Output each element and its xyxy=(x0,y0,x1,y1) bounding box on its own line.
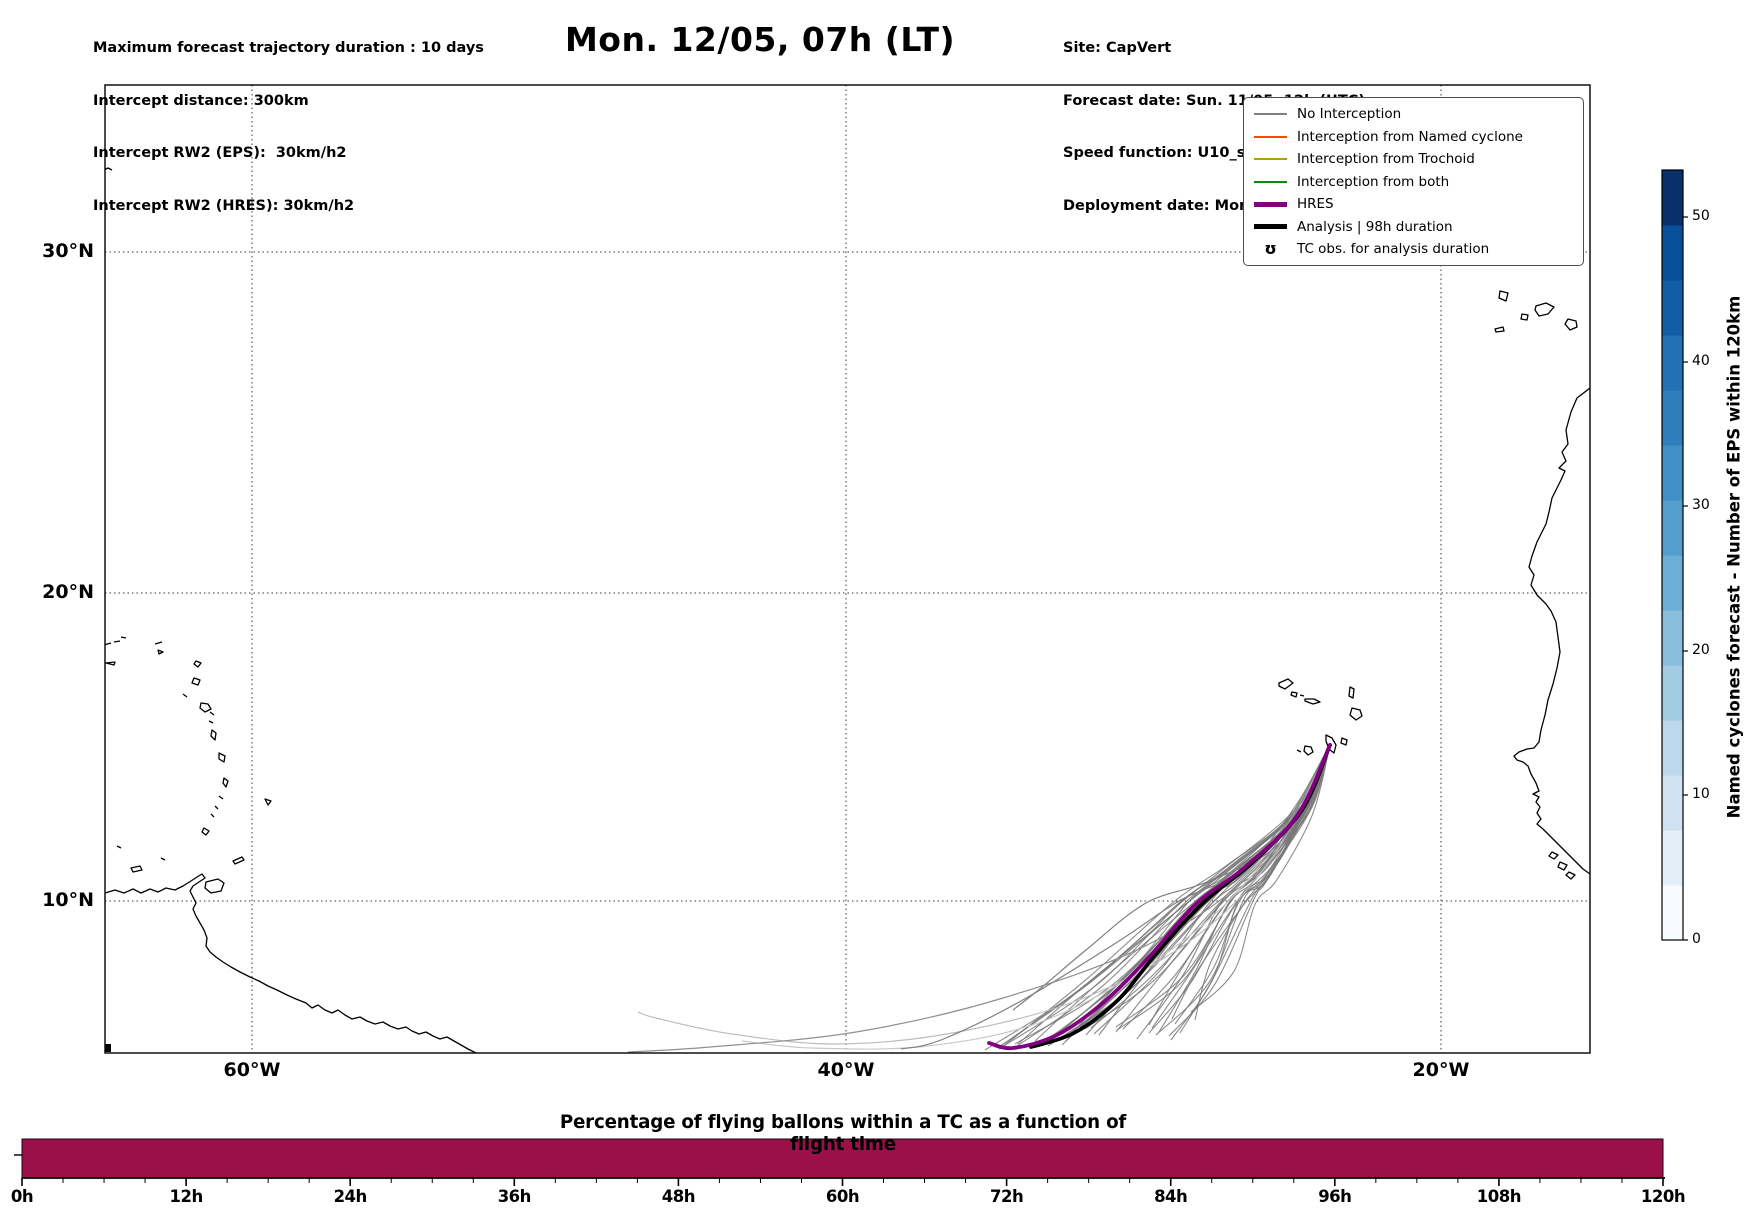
map-content xyxy=(105,167,1590,1053)
legend-line-swatch xyxy=(1254,224,1287,229)
flight-time-tick-label: 120h xyxy=(1640,1187,1686,1206)
colorbar-band xyxy=(1662,390,1683,446)
info-left-line-4: Intercept RW2 (HRES): 30km/h2 xyxy=(93,197,355,214)
trajectory-faint xyxy=(637,744,1331,1045)
flight-time-tick-label: 72h xyxy=(989,1187,1024,1206)
legend-line-swatch xyxy=(1254,158,1287,160)
coastline-bermuda xyxy=(105,167,113,171)
colorbar-band xyxy=(1662,280,1683,336)
coastline-cape-verde-islands xyxy=(1278,678,1363,756)
colorbar-tick-label: 40 xyxy=(1692,353,1710,369)
info-left-line-2: Intercept distance: 300km xyxy=(93,92,309,109)
legend-item-label: HRES xyxy=(1297,196,1334,212)
colorbar-band xyxy=(1662,445,1683,501)
legend-item-1: Interception from Named cyclone xyxy=(1254,126,1573,148)
line-swatch-icon xyxy=(1254,180,1287,183)
legend-item-label: Interception from Named cyclone xyxy=(1297,128,1523,145)
coastline-trinidad-tobago xyxy=(116,845,245,894)
legend-item-6: ʊ TC obs. for analysis duration xyxy=(1254,238,1573,260)
coastline-africa-west-coast xyxy=(1513,387,1590,880)
trajectory-eps-member xyxy=(1168,744,1331,1037)
line-swatch-icon xyxy=(1254,201,1287,207)
flight-time-tick-label: 60h xyxy=(825,1187,860,1206)
legend-item-0: No Interception xyxy=(1254,103,1573,125)
legend-line-swatch xyxy=(1254,113,1287,115)
legend-item-5: Analysis | 98h duration xyxy=(1254,216,1573,238)
colorbar-frame xyxy=(1661,169,1684,941)
legend-item-label: TC obs. for analysis duration xyxy=(1297,241,1490,257)
coastline-lesser-antilles xyxy=(105,636,272,836)
colorbar-band xyxy=(1662,170,1683,226)
map-legend: No Interception Interception from Named c… xyxy=(1243,97,1584,266)
info-right-line-1: Site: CapVert xyxy=(1063,40,1172,56)
line-swatch-icon xyxy=(1254,158,1287,160)
colorbar-band xyxy=(1662,720,1683,776)
lon-tick-label: 40°W xyxy=(817,1059,875,1081)
colorbar-tick-label: 50 xyxy=(1692,208,1710,224)
colorbar-band xyxy=(1662,885,1683,941)
trajectory-hres xyxy=(987,743,1332,1051)
lat-tick-label: 10°N xyxy=(42,889,94,911)
colorbar-band xyxy=(1662,500,1683,556)
legend-item-label: Interception from both xyxy=(1297,173,1450,190)
legend-item-2: Interception from Trochoid xyxy=(1254,148,1573,170)
trajectory-eps-member xyxy=(999,744,1331,1050)
flight-time-tick-label: 108h xyxy=(1476,1187,1522,1206)
line-swatch-icon xyxy=(1254,224,1287,229)
figure-title: Mon. 12/05, 07h (LT) xyxy=(564,20,956,59)
colorbar-band xyxy=(1662,665,1683,721)
trajectory-faint xyxy=(741,744,1331,1050)
info-block-left: Maximum forecast trajectory duration : 1… xyxy=(93,5,484,250)
bottom-chart-title: Percentage of flying ballons within a TC… xyxy=(559,1111,1127,1155)
trajectory-eps-member xyxy=(1190,744,1331,1013)
colorbar-band xyxy=(1662,225,1683,281)
flight-time-tick-label: 0h xyxy=(10,1187,34,1206)
colorbar-band xyxy=(1662,610,1683,666)
flight-time-tick-label: 84h xyxy=(1154,1187,1188,1206)
flight-time-tick-label: 96h xyxy=(1318,1187,1352,1206)
lon-tick-label: 20°W xyxy=(1412,1059,1470,1081)
tc-obs-legend-icon: ʊ xyxy=(1254,241,1287,257)
line-swatch-icon xyxy=(1254,135,1287,138)
trajectory-eps-member xyxy=(1174,744,1331,1025)
legend-item-label: Interception from Trochoid xyxy=(1297,151,1475,167)
colorbar-tick-label: 0 xyxy=(1692,931,1701,947)
flight-time-tick-label: 24h xyxy=(333,1187,368,1206)
legend-item-label: Analysis | 98h duration xyxy=(1297,218,1453,235)
legend-item-3: Interception from both xyxy=(1254,171,1573,193)
legend-item-4: HRES xyxy=(1254,193,1573,215)
trajectory-eps-member-long xyxy=(627,744,1331,1053)
legend-line-swatch xyxy=(1254,201,1287,207)
colorbar-tick-label: 10 xyxy=(1692,786,1710,802)
line-swatch-icon xyxy=(1254,113,1287,115)
map-frame xyxy=(104,84,1591,1054)
info-left-line-3: Intercept RW2 (EPS): 30km/h2 xyxy=(93,145,347,161)
colorbar-band xyxy=(1662,555,1683,611)
trajectory-eps-member-long xyxy=(1012,744,1331,1011)
flight-time-tick-label: 36h xyxy=(497,1187,532,1206)
cyclone-symbol-icon: ʊ xyxy=(1264,239,1277,258)
flight-time-tick-label: 48h xyxy=(661,1187,696,1206)
colorbar-tick-label: 20 xyxy=(1692,642,1710,658)
coastline-canary-islands xyxy=(1494,290,1578,333)
legend-line-swatch xyxy=(1254,180,1287,183)
legend-line-swatch xyxy=(1254,135,1287,138)
info-left-line-1: Maximum forecast trajectory duration : 1… xyxy=(93,40,484,56)
legend-item-label: No Interception xyxy=(1297,106,1402,122)
tc-obs-marker xyxy=(105,1044,111,1052)
flight-time-tick-label: 12h xyxy=(169,1187,203,1206)
colorbar-band xyxy=(1662,775,1683,831)
colorbar-tick-label: 30 xyxy=(1692,497,1710,513)
colorbar-band xyxy=(1662,335,1683,391)
lat-tick-label: 30°N xyxy=(42,240,94,262)
coastline-south-america-coast xyxy=(105,873,477,1053)
colorbar-band xyxy=(1662,830,1683,886)
lon-tick-label: 60°W xyxy=(223,1059,281,1081)
lat-tick-label: 20°N xyxy=(42,581,94,603)
colorbar-axis-label: Named cyclones forecast - Number of EPS … xyxy=(1724,295,1744,819)
trajectory-eps-member xyxy=(1155,744,1331,1036)
trajectory-eps-member xyxy=(1179,744,1331,1034)
